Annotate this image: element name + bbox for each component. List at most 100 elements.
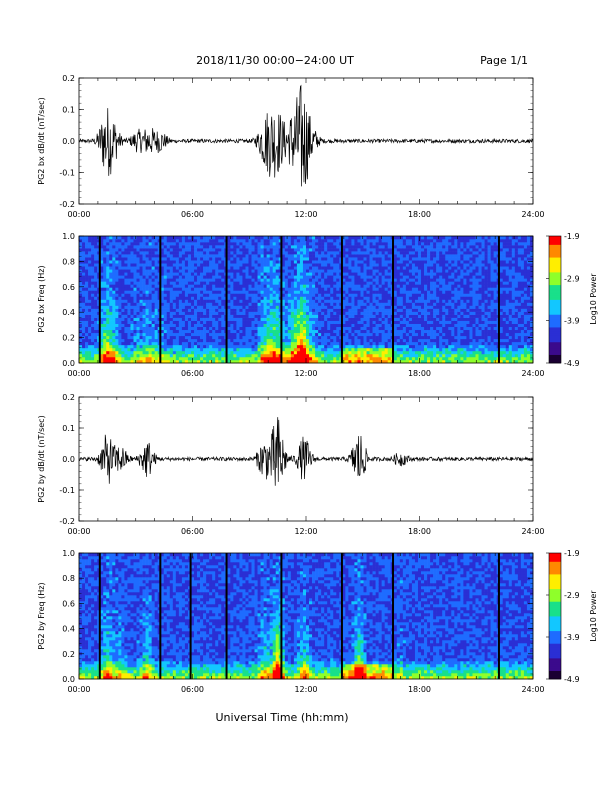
bx-spectrogram-cell	[411, 302, 416, 306]
bx-spectrogram-cell	[287, 281, 292, 285]
bx-spectrogram-cell	[79, 257, 83, 261]
bx-spectrogram-cell	[221, 278, 225, 282]
bx-spectrogram-cell	[421, 263, 425, 267]
bx-spectrogram-cell	[163, 296, 168, 300]
bx-spectrogram-cell	[200, 311, 204, 315]
bx-spectrogram-cell	[315, 323, 319, 328]
bx-spectrogram-cell	[245, 272, 249, 276]
bx-spectrogram-cell	[130, 350, 134, 355]
bx-spectrogram-cell	[345, 239, 349, 243]
bx-spectrogram-cell	[203, 335, 207, 340]
bx-spectrogram-cell	[408, 347, 413, 352]
bx-spectrogram-cell	[345, 287, 349, 291]
bx-spectrogram-cell	[312, 305, 316, 309]
bx-spectrogram-cell	[275, 278, 280, 282]
bx-spectrogram-cell	[169, 248, 174, 252]
bx-spectrogram-cell	[233, 302, 237, 306]
bx-spectrogram-cell	[218, 236, 222, 240]
bx-spectrogram-cell	[221, 311, 225, 315]
bx-spectrogram-cell	[408, 245, 413, 249]
bx-spectrogram-cell	[378, 287, 382, 291]
bx-spectrogram-cell	[91, 260, 95, 264]
bx-spectrogram-cell	[348, 359, 352, 364]
bx-spectrogram-cell	[85, 272, 89, 276]
bx-spectrogram-cell	[306, 284, 310, 288]
bx-spectrogram-cell	[399, 284, 404, 288]
bx-spectrogram-cell	[115, 260, 119, 264]
bx-spectrogram-cell	[408, 332, 413, 337]
bx-spectrogram-cell	[336, 326, 340, 331]
bx-spectrogram-cell	[254, 263, 258, 267]
bx-spectrogram-cell	[94, 272, 98, 276]
bx-spectrogram-cell	[94, 266, 98, 270]
bx-spectrogram-cell	[239, 293, 243, 297]
bx-spectrogram-cell	[299, 332, 304, 337]
bx-spectrogram-cell	[190, 317, 195, 321]
bx-spectrogram-cell	[209, 323, 213, 328]
bx-spectrogram-cell	[212, 350, 216, 355]
bx-spectrogram-cell	[175, 257, 180, 261]
bx-spectrogram-cell	[257, 311, 261, 315]
bx-spectrogram-cell	[187, 248, 192, 252]
bx-spectrogram-cell	[408, 257, 413, 261]
bx-spectrogram-cell	[166, 293, 171, 297]
bx-spectrogram-cell	[306, 311, 310, 315]
bx-spectrogram-cell	[227, 293, 231, 297]
bx-spectrogram-cell	[417, 272, 422, 276]
bx-spectrogram-cell	[121, 287, 125, 291]
bx-spectrogram-cell	[139, 347, 143, 352]
bx-spectrogram-cell	[411, 326, 416, 331]
bx-spectrogram-cell	[348, 284, 352, 288]
bx-spectrogram-cell	[218, 305, 222, 309]
bx-spectrogram-cell	[272, 260, 277, 264]
bx-spectrogram-cell	[296, 269, 301, 273]
bx-spectrogram-cell	[248, 236, 252, 240]
bx-spectrogram-cell	[402, 284, 407, 288]
bx-spectrogram-cell	[115, 347, 119, 352]
bx-spectrogram-cell	[136, 320, 140, 324]
bx-spectrogram-cell	[360, 329, 364, 334]
bx-spectrogram-cell	[106, 308, 110, 312]
bx-spectrogram-cell	[333, 305, 337, 309]
bx-spectrogram-cell	[100, 272, 104, 276]
bx-spectrogram-cell	[333, 284, 337, 288]
bx-spectrogram-cell	[178, 326, 183, 331]
bx-spectrogram-cell	[233, 341, 237, 346]
bx-spectrogram-cell	[236, 308, 240, 312]
bx-spectrogram-cell	[381, 287, 385, 291]
bx-spectrogram-cell	[148, 254, 152, 258]
bx-spectrogram-cell	[327, 299, 331, 303]
bx-spectrogram-cell	[242, 293, 246, 297]
bx-spectrogram-cell	[293, 278, 298, 282]
bx-spectrogram-cell	[336, 332, 340, 337]
bx-spectrogram-cell	[245, 320, 249, 324]
bx-spectrogram-cell	[212, 275, 216, 279]
bx-spectrogram-cell	[363, 359, 367, 364]
bx-spectrogram-cell	[163, 341, 168, 346]
bx-spectrogram-cell	[360, 347, 364, 352]
bx-spectrogram-cell	[203, 242, 207, 246]
bx-spectrogram-cell	[175, 287, 180, 291]
bx-spectrogram-cell	[324, 341, 328, 346]
bx-spectrogram-cell	[251, 311, 255, 315]
bx-spectrogram-cell	[209, 317, 213, 321]
bx-spectrogram-cell	[430, 359, 434, 364]
bx-waveform-ylabel: PG2 bx dB/dt (nT/sec)	[37, 97, 46, 184]
bx-spectrogram-cell	[212, 338, 216, 343]
bx-spectrogram-cell	[124, 350, 128, 355]
bx-spectrogram-cell	[215, 251, 219, 255]
bx-spectrogram-cell	[91, 266, 95, 270]
bx-spectrogram-cell	[172, 305, 177, 309]
bx-spectrogram-cell	[266, 290, 270, 294]
bx-spectrogram-cell	[396, 323, 401, 328]
bx-spectrogram-cell	[266, 284, 270, 288]
bx-spectrogram-cell	[357, 326, 361, 331]
bx-spectrogram-cell	[378, 353, 382, 358]
bx-spectrogram-cell	[82, 236, 86, 240]
bx-spectrogram-cell	[424, 338, 428, 343]
bx-spectrogram-cell	[375, 287, 379, 291]
bx-spectrogram-cell	[127, 272, 131, 276]
bx-spectrogram-cell	[148, 323, 152, 328]
bx-spectrogram-cell	[251, 314, 255, 318]
bx-spectrogram-cell	[212, 278, 216, 282]
